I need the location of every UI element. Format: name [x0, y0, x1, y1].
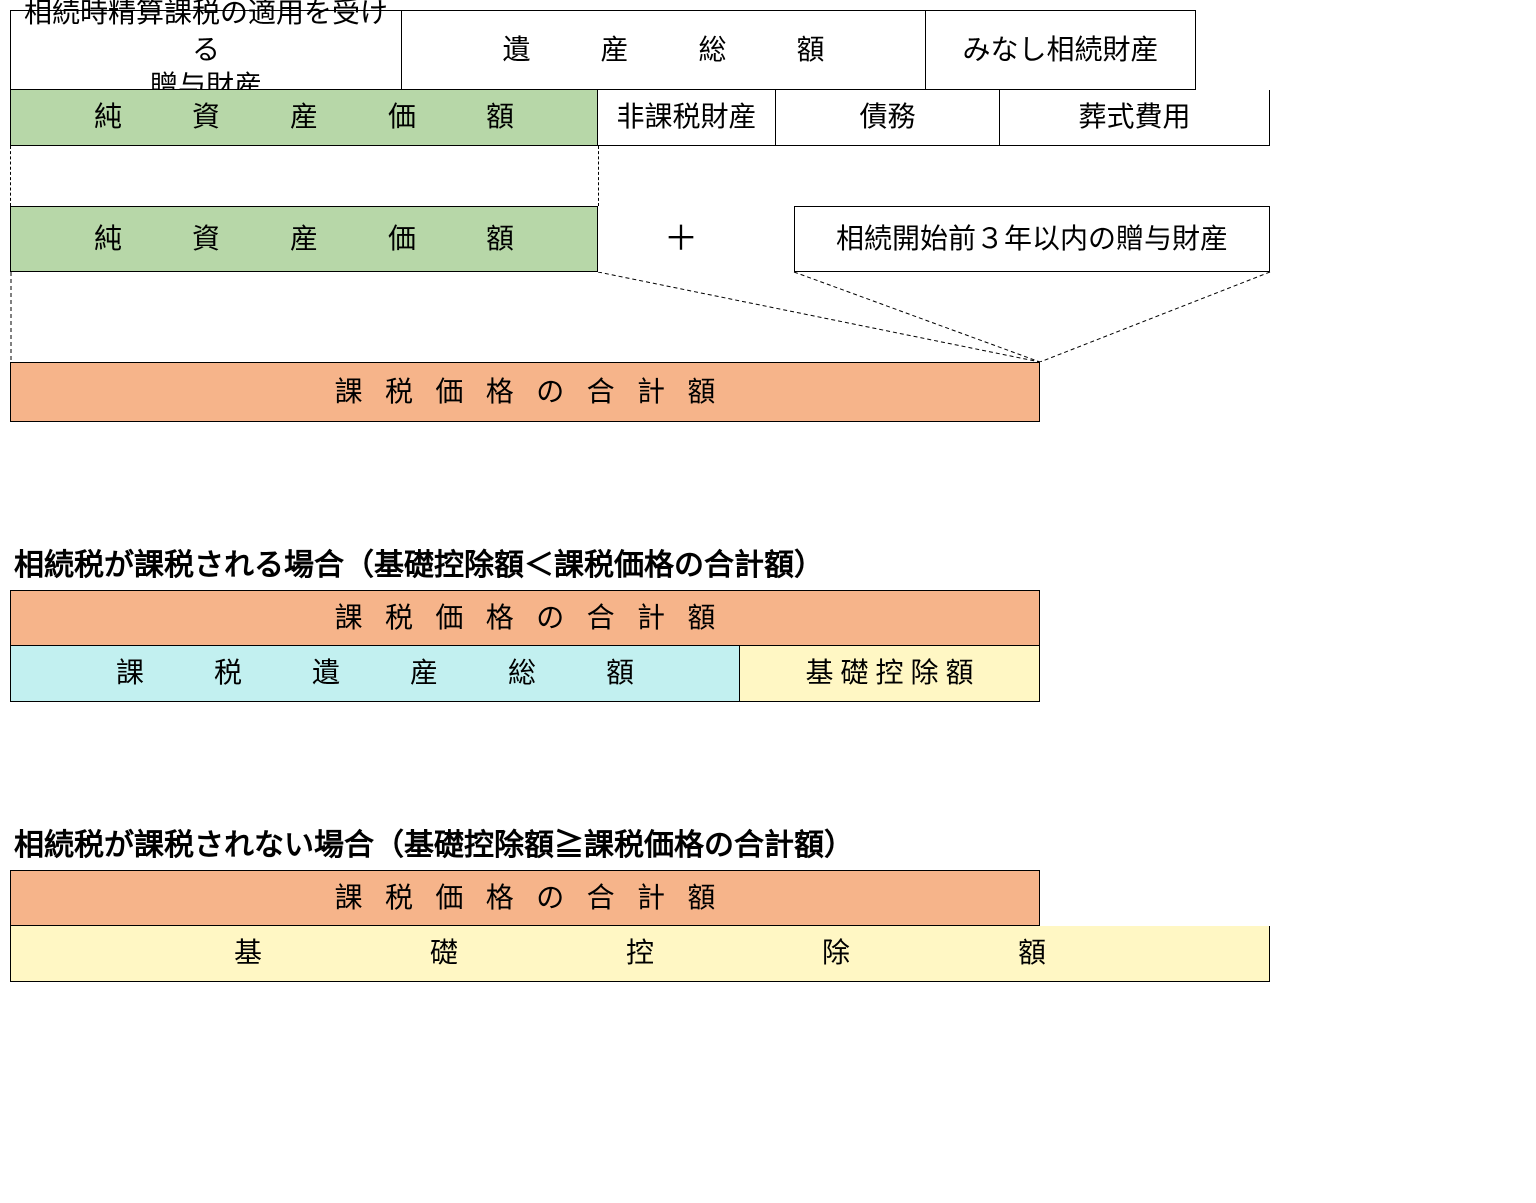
section-taxed-heading: 相続税が課税される場合（基礎控除額＜課税価格の合計額）	[10, 532, 1526, 590]
b1r2-c4-funeral: 葬式費用	[1000, 90, 1270, 146]
funnel-connector	[10, 272, 1526, 362]
b3-total-taxable: 課税価格の合計額	[10, 362, 1040, 422]
nottaxed-bar-cell: 課税価格の合計額	[10, 870, 1040, 926]
taxed-bar-cell: 課税価格の合計額	[10, 590, 1040, 646]
nottaxed-full: 基礎控除額	[10, 926, 1526, 982]
b2-c2-plus: ＋	[598, 206, 764, 272]
taxed-split-c2: 基礎控除額	[740, 646, 1040, 702]
b1r1-c3: みなし相続財産	[926, 10, 1196, 90]
b1r1-c1: 相続時精算課税の適用を受ける 贈与財産	[10, 10, 402, 90]
gap1	[10, 146, 1526, 206]
block2: 純資産価額 ＋ 相続開始前３年以内の贈与財産	[10, 206, 1526, 272]
block1-row1: 相続時精算課税の適用を受ける 贈与財産 遺産総額 みなし相続財産	[10, 10, 1526, 90]
b2-c3-prior-gift: 相続開始前３年以内の贈与財産	[794, 206, 1270, 272]
b1r2-c3-debt: 債務	[776, 90, 1000, 146]
nottaxed-full-cell: 基礎控除額	[10, 926, 1270, 982]
connector-region	[10, 272, 1526, 362]
block3: 課税価格の合計額	[10, 362, 1526, 422]
b1r2-c1-net-asset: 純資産価額	[10, 90, 598, 146]
nottaxed-bar: 課税価格の合計額	[10, 870, 1526, 926]
b1r2-c2-nontaxable: 非課税財産	[598, 90, 776, 146]
b1r1-c2: 遺産総額	[402, 10, 926, 90]
taxed-split-c1: 課税遺産総額	[10, 646, 740, 702]
b2-c1-net-asset: 純資産価額	[10, 206, 598, 272]
section-nottaxed-heading: 相続税が課税されない場合（基礎控除額≧課税価格の合計額）	[10, 812, 1526, 870]
taxed-bar: 課税価格の合計額	[10, 590, 1526, 646]
block1-row2: 純資産価額 非課税財産 債務 葬式費用	[10, 90, 1526, 146]
inheritance-tax-diagram: 相続時精算課税の適用を受ける 贈与財産 遺産総額 みなし相続財産 純資産価額 非…	[10, 10, 1526, 982]
taxed-split: 課税遺産総額 基礎控除額	[10, 646, 1526, 702]
